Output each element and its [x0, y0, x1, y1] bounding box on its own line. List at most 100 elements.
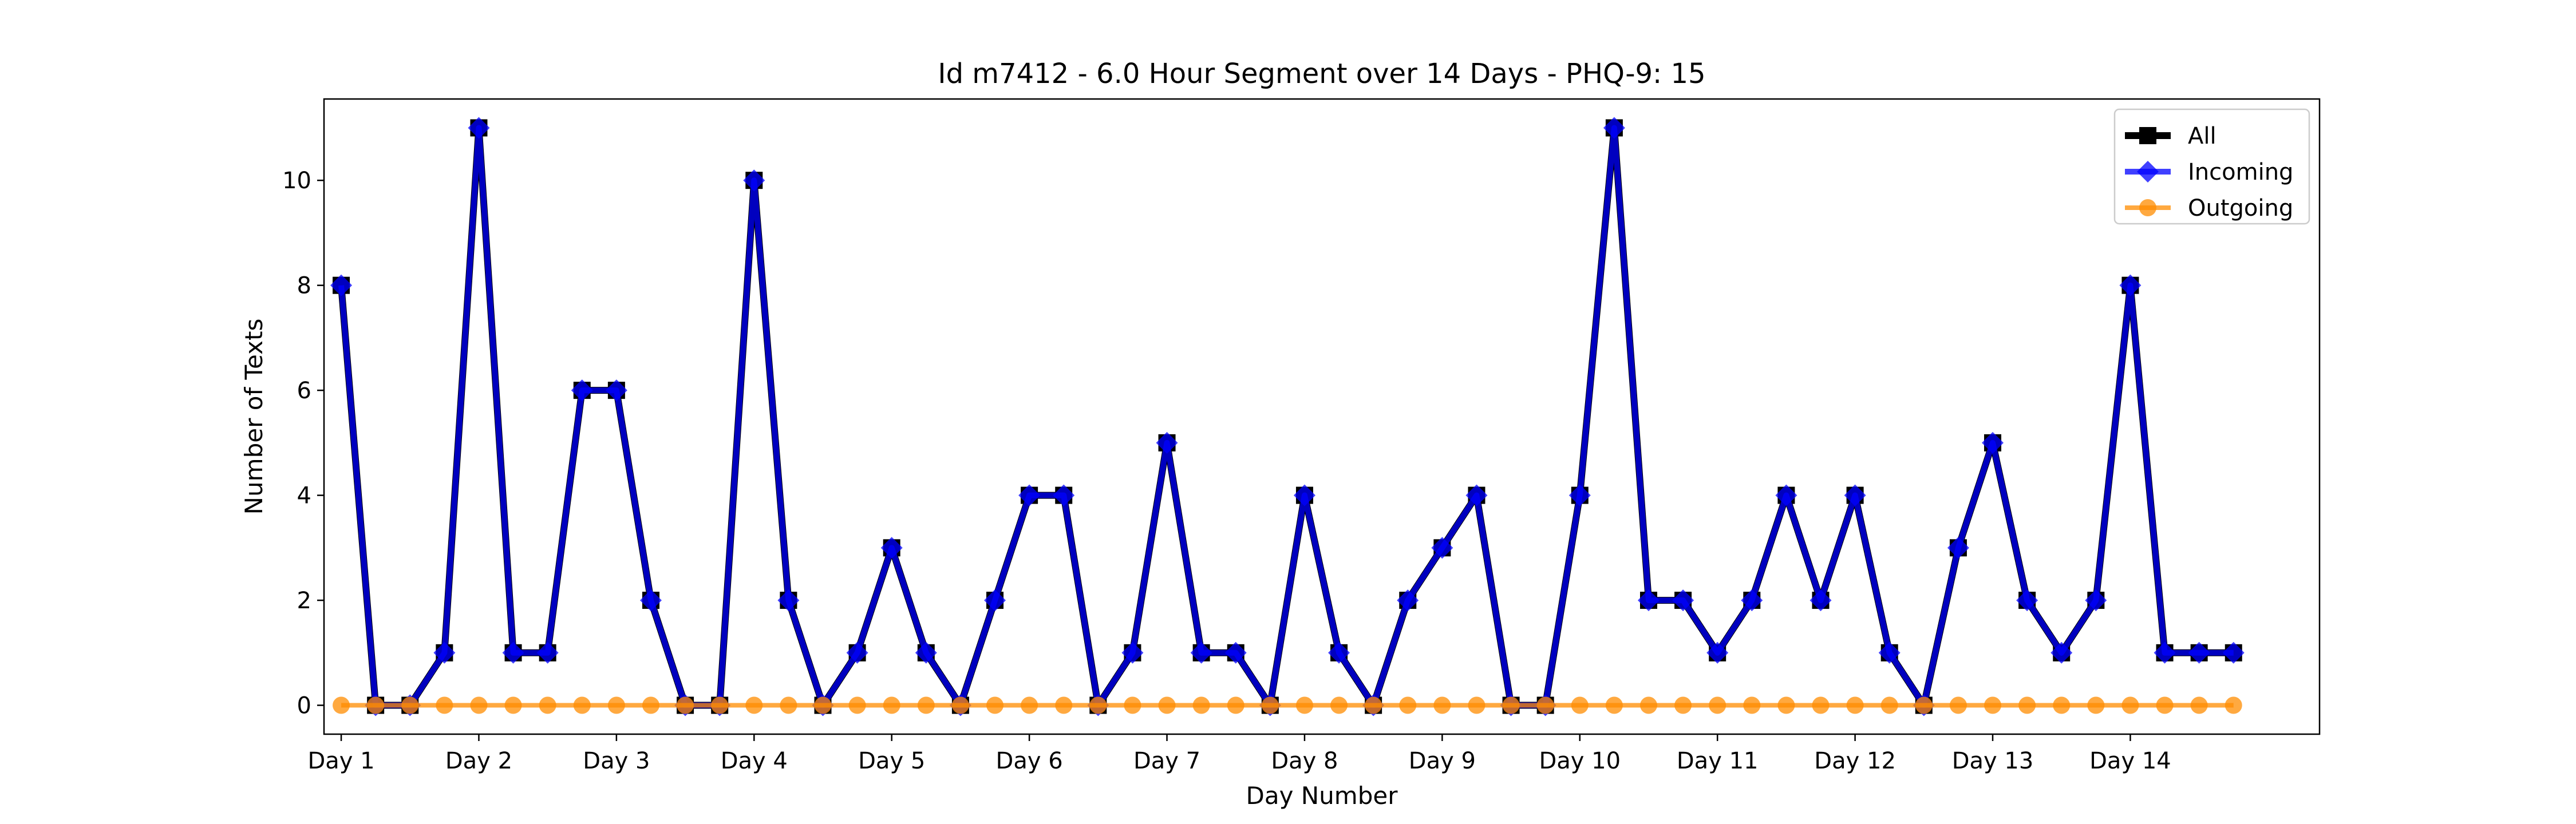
- axes: 0 2 4 6 8 10 Day 1 Day 2 Day 3 Day 4 Day 5 Day 6 Day…: [282, 168, 2171, 774]
- x-tick-label: Day 8: [1271, 748, 1338, 774]
- data-point: [1880, 696, 1898, 714]
- data-point: [1261, 696, 1279, 714]
- data-point: [1777, 696, 1795, 714]
- legend-swatch-marker: [2139, 199, 2156, 216]
- data-point: [1844, 484, 1866, 506]
- x-tick-label: Day 9: [1409, 748, 1476, 774]
- data-point: [468, 117, 490, 139]
- data-point: [1431, 537, 1453, 559]
- data-point: [1536, 696, 1554, 714]
- data-point: [2154, 641, 2176, 664]
- data-point: [1949, 696, 1967, 714]
- data-point: [1571, 696, 1589, 714]
- data-point: [1568, 484, 1591, 506]
- data-point: [433, 641, 456, 664]
- data-point: [1018, 484, 1041, 506]
- data-point: [504, 696, 522, 714]
- data-point: [2087, 696, 2105, 714]
- y-axis-label: Number of Texts: [240, 319, 268, 515]
- plot-frame: [323, 98, 2321, 735]
- plot-area: [330, 117, 2245, 716]
- data-point: [333, 696, 350, 714]
- data-point: [711, 696, 729, 714]
- data-point: [883, 696, 900, 714]
- data-point: [401, 696, 419, 714]
- data-point: [2156, 696, 2174, 714]
- data-point: [1741, 589, 1763, 612]
- data-point: [1055, 696, 1073, 714]
- data-point: [814, 696, 832, 714]
- data-point: [986, 696, 1004, 714]
- data-point: [777, 589, 800, 612]
- data-point: [539, 696, 556, 714]
- data-point: [1846, 696, 1864, 714]
- data-point: [502, 641, 524, 664]
- data-point: [1812, 696, 1830, 714]
- data-point: [1021, 696, 1038, 714]
- data-point: [330, 274, 353, 296]
- legend-entry: All: [2125, 123, 2217, 149]
- data-point: [1775, 484, 1797, 506]
- data-point: [1709, 696, 1726, 714]
- data-point: [1672, 589, 1694, 612]
- data-point: [677, 696, 694, 714]
- x-tick-label: Day 1: [307, 748, 374, 774]
- chart-title: Id m7412 - 6.0 Hour Segment over 14 Days…: [938, 58, 1705, 90]
- data-point: [607, 696, 625, 714]
- data-point: [1878, 641, 1901, 664]
- data-point: [1674, 696, 1692, 714]
- data-point: [436, 696, 453, 714]
- x-tick-label: Day 14: [2089, 748, 2171, 774]
- data-point: [1809, 589, 1832, 612]
- series-outgoing: [333, 696, 2242, 714]
- data-point: [848, 696, 866, 714]
- x-tick-label: Day 2: [445, 748, 512, 774]
- data-point: [1224, 641, 1247, 664]
- data-point: [1982, 431, 2004, 454]
- data-point: [571, 379, 593, 402]
- legend-label: Outgoing: [2188, 195, 2293, 221]
- data-point: [470, 696, 488, 714]
- data-point: [1156, 431, 1178, 454]
- data-point: [846, 641, 868, 664]
- y-tick-label: 0: [297, 693, 311, 719]
- data-point: [1639, 696, 1657, 714]
- data-point: [1293, 484, 1315, 506]
- x-tick-label: Day 7: [1133, 748, 1200, 774]
- data-point: [1947, 537, 1969, 559]
- data-point: [2053, 696, 2071, 714]
- data-point: [2121, 696, 2139, 714]
- data-point: [951, 696, 969, 714]
- data-point: [1158, 696, 1176, 714]
- data-point: [1089, 696, 1107, 714]
- legend-label: All: [2188, 123, 2217, 149]
- data-point: [1192, 696, 1210, 714]
- x-tick-label: Day 10: [1539, 748, 1621, 774]
- data-point: [2190, 696, 2208, 714]
- data-point: [1637, 589, 1660, 612]
- legend-entry: Incoming: [2125, 159, 2293, 185]
- x-tick-label: Day 13: [1952, 748, 2034, 774]
- data-point: [536, 641, 559, 664]
- data-point: [2018, 696, 2036, 714]
- data-point: [2016, 589, 2038, 612]
- legend-label: Incoming: [2188, 159, 2293, 185]
- x-tick-label: Day 11: [1677, 748, 1759, 774]
- data-point: [1365, 696, 1382, 714]
- data-point: [880, 537, 903, 559]
- data-point: [2225, 696, 2242, 714]
- data-point: [1053, 484, 1075, 506]
- data-point: [367, 696, 385, 714]
- x-tick-label: Day 6: [996, 748, 1063, 774]
- data-point: [2119, 274, 2142, 296]
- y-tick-label: 2: [297, 588, 311, 614]
- legend-swatch-marker: [2137, 161, 2159, 183]
- data-point: [1399, 696, 1417, 714]
- legend: All Incoming Outgoing: [2113, 108, 2310, 225]
- data-point: [743, 169, 765, 192]
- legend-swatch-marker: [2139, 127, 2156, 144]
- y-tick-label: 10: [282, 168, 311, 194]
- data-point: [745, 696, 763, 714]
